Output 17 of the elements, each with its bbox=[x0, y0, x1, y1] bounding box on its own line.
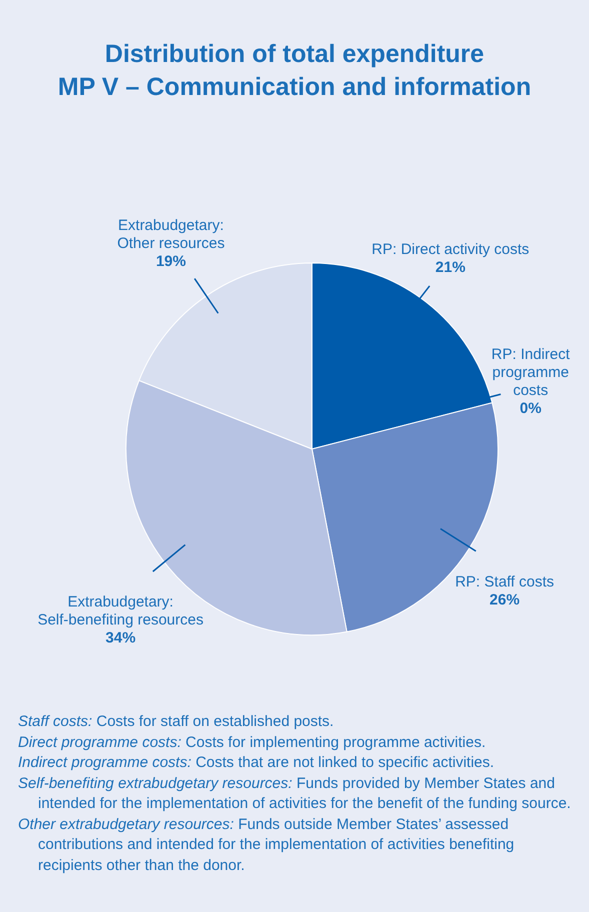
text: Indirect programme costs: Costs that are not linked to specific activities. bbox=[18, 754, 494, 771]
text: Direct programme costs: Costs for implementing programme activities. bbox=[18, 734, 486, 750]
data-label: 19% bbox=[156, 252, 186, 270]
slice-label: Extrabudgetary: Other resources bbox=[117, 216, 225, 252]
chart-subtitle: MP V – Communication and information bbox=[56, 72, 532, 103]
text: Self-benefiting extrabudgetary resources: Funds provided by Member States and intended for the implementation of activities for the benefit of the funding source. bbox=[18, 774, 571, 812]
slice-label: Extrabudgetary: Self-benefiting resources bbox=[38, 593, 204, 628]
category-label: RP: Indirect programme costs bbox=[491, 346, 570, 399]
text: Staff costs: Costs for staff on established posts. bbox=[18, 713, 334, 730]
chart-title: Distribution of total expenditure bbox=[104, 39, 486, 70]
slice-label: RP: Direct activity costs bbox=[372, 241, 530, 258]
data-label: 26% bbox=[490, 591, 520, 608]
text: 0% bbox=[520, 400, 542, 417]
text: Other extrabudgetary resources: Funds outside Member States’ assessed contributions and intended for the implementation of activities benefiting recipients other than the donor. bbox=[18, 816, 514, 874]
data-label: 34% bbox=[106, 629, 136, 646]
slice-label: RP: Staff costs bbox=[455, 573, 554, 590]
data-label: 21% bbox=[435, 259, 466, 276]
